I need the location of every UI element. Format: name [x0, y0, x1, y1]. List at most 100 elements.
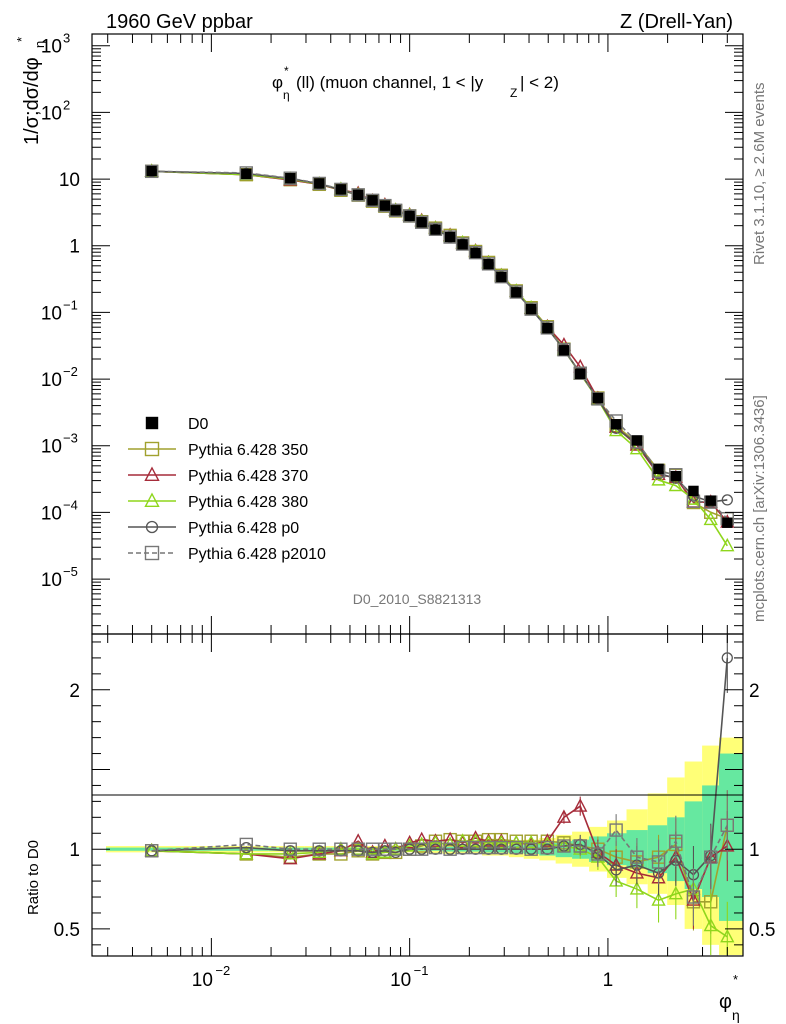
ratio-series-marker	[704, 850, 718, 864]
data-point	[483, 258, 494, 270]
ratio-series-marker	[239, 837, 253, 852]
main-series-marker	[468, 245, 483, 260]
main-series-marker	[721, 494, 733, 506]
data-point	[352, 189, 364, 201]
y-axis-label-ratio: Ratio to D0	[25, 840, 42, 915]
ratio-series-marker	[720, 818, 735, 832]
y-tick-label: 10 2	[41, 97, 70, 124]
data-point	[390, 205, 401, 216]
main-series-marker	[414, 215, 429, 229]
main-series-marker	[351, 188, 365, 202]
y-tick-label-base: 1	[69, 237, 80, 258]
y-tick-label: 10	[59, 170, 80, 191]
y-axis-label-main-sup: *	[14, 37, 29, 42]
data-point	[404, 210, 415, 222]
ratio-series-marker	[351, 842, 365, 856]
ratio-series-marker	[481, 833, 496, 847]
plot-title-phi: φ	[272, 73, 283, 92]
data-point	[457, 239, 468, 250]
ratio-series-marker	[365, 846, 380, 860]
header-energy-label: 1960 GeV ppbar	[106, 11, 253, 33]
rivet-version-label: Rivet 3.1.10, ≥ 2.6M events	[751, 83, 768, 266]
data-point	[379, 200, 391, 211]
legend-label: Pythia 6.428 p0	[188, 520, 299, 537]
ratio-series-marker	[668, 885, 683, 900]
legend-marker	[144, 441, 160, 457]
data-point	[575, 368, 586, 379]
data-point	[670, 470, 682, 482]
y-tick-label: 10 −4	[41, 497, 78, 524]
ratio-series-marker	[402, 834, 417, 849]
y-tick-label: 1	[69, 237, 80, 258]
ratio-tick-label: 2	[69, 681, 80, 702]
main-series-marker	[573, 366, 587, 380]
plot-title-star: *	[284, 64, 289, 78]
ratio-series-marker	[144, 844, 159, 858]
plot-title: φ * η (ll) (muon channel, 1 < |y Z | < 2…	[272, 64, 559, 102]
ratio-tick-label-right: 1	[749, 840, 760, 861]
legend-label: Pythia 6.428 p2010	[188, 546, 326, 563]
legend-label: D0	[188, 416, 209, 433]
plot-title-end: | < 2)	[520, 73, 559, 92]
x-tick-label: 10 −2	[192, 963, 230, 991]
ratio-series-marker	[540, 833, 555, 847]
ratio-series-marker	[540, 840, 555, 855]
ratio-series-marker	[468, 840, 483, 855]
ratio-series-marker	[591, 847, 605, 861]
ratio-series-marker	[428, 840, 443, 855]
ratio-series-marker	[523, 834, 539, 849]
data-point	[705, 495, 716, 506]
ratio-series-marker	[494, 833, 509, 847]
data-point	[631, 435, 643, 446]
ratio-series-marker	[351, 841, 366, 855]
ratio-series-layer	[144, 635, 735, 955]
legend-entry: Pythia 6.428 380	[128, 492, 308, 511]
ratio-series-marker	[414, 842, 429, 856]
data-point	[653, 463, 664, 475]
y-axis-label-main-text: 1/σ;dσ/dφ	[21, 57, 43, 145]
y-tick-label-exp: −5	[63, 564, 78, 579]
y-tick-label-exp: 3	[63, 31, 70, 46]
y-tick-label-exp: −3	[63, 431, 78, 446]
legend-label: Pythia 6.428 380	[188, 494, 308, 511]
y-tick-label-base: 10	[41, 303, 62, 324]
ratio-series-marker	[283, 850, 298, 865]
ratio-series-marker	[556, 809, 572, 823]
y-tick-label-base: 10	[41, 437, 62, 458]
ratio-series-marker	[609, 823, 623, 837]
y-tick-label-base: 10	[59, 170, 80, 191]
header-process-label: Z (Drell-Yan)	[620, 11, 733, 33]
ratio-band-inner	[105, 847, 199, 851]
x-axis-label-phi: φ	[719, 991, 732, 1013]
ratio-series-marker	[378, 842, 392, 856]
ratio-series-marker	[651, 855, 666, 869]
legend-entry: Pythia 6.428 p2010	[128, 545, 326, 563]
ratio-band-inner	[719, 753, 743, 921]
ratio-series-marker	[608, 873, 624, 887]
x-axis-label-eta: η	[732, 1007, 740, 1023]
main-series-marker	[651, 472, 666, 486]
plot-title-eta: η	[283, 88, 290, 102]
main-series-marker	[686, 491, 701, 505]
main-plot-frame	[91, 33, 744, 635]
ratio-series-marker	[721, 652, 733, 664]
y-axis-label-main-sub: η	[32, 41, 47, 48]
x-axis-label-star: *	[733, 972, 738, 987]
y-tick-label-exp: 2	[63, 97, 70, 112]
ratio-series-marker	[629, 881, 645, 895]
ratio-band-inner	[268, 847, 305, 851]
data-point	[558, 345, 570, 356]
ratio-series-marker	[686, 890, 701, 904]
legend-marker	[144, 466, 160, 481]
main-series-marker	[668, 477, 683, 492]
ratio-series-marker	[630, 850, 644, 864]
x-axis-label: φ * η	[719, 972, 740, 1023]
ratio-series-marker	[455, 833, 470, 847]
legend-entry: Pythia 6.428 350	[128, 441, 308, 459]
ratio-series-marker	[455, 840, 470, 855]
ratio-tick-label: 1	[69, 840, 80, 861]
x-tick-label-exp: −1	[414, 963, 429, 978]
x-tick-label-exp: −2	[215, 963, 230, 978]
